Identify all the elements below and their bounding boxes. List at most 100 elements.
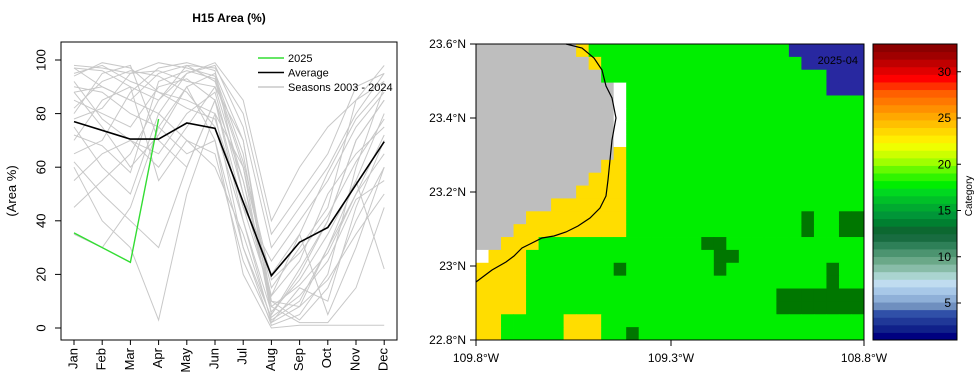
map-cell [526,44,539,58]
colorbar-band [873,233,957,242]
map-cell [563,327,577,341]
map-cell [638,275,652,289]
colorbar-band [873,226,957,235]
map-cell [588,275,602,289]
map-cell [826,82,840,96]
map-cell [701,69,715,84]
map-cell [788,185,802,199]
map-cell [738,56,752,71]
colorbar-band [873,248,957,258]
colorbar-band [873,97,957,106]
map-cell [701,134,715,148]
map-cell [838,95,852,109]
map-cell [838,69,852,84]
map-cell [488,224,502,238]
map-cell [788,121,802,135]
map-cell [763,172,777,186]
map-cell [676,108,690,122]
map-cell [601,146,615,161]
map-cell [551,146,565,161]
map-cell [588,249,602,264]
map-cell [813,185,827,199]
map-cell [713,185,727,199]
map-cell [726,121,740,135]
map-cell [638,121,652,135]
map-cell [688,314,702,328]
map-cell [551,121,565,135]
map-cell [751,262,765,277]
map-cell [838,301,852,315]
map-cell [501,262,514,277]
map-cell [563,44,577,58]
map-cell [501,288,514,302]
map-cell [801,95,815,109]
map-cell [651,288,665,302]
map-cell [526,159,539,174]
map-cell [651,249,665,264]
map-cell [676,69,690,84]
map-cell [488,275,502,289]
map-cells [476,44,865,341]
map-cell [776,172,790,186]
map-cell [776,262,790,277]
map-cell [676,185,690,199]
map-cell [488,211,502,225]
map-cell [476,95,489,109]
colorbar-band [873,302,957,311]
map-cell [688,56,702,71]
map-cell [601,198,615,212]
map-cell [476,288,489,302]
map-cell [551,249,565,264]
map-cell [551,211,565,225]
map-cell [788,134,802,148]
map-cell [751,211,765,225]
map-cell [551,262,565,277]
y-tick-label: 60 [33,160,48,174]
map-cell [626,159,640,174]
map-cell [563,249,577,264]
map-cell [476,172,489,186]
map-cell [488,146,502,161]
map-cell [588,108,602,122]
x-tick-label: Sep [291,348,306,371]
map-cell [776,301,790,315]
map-cell [751,288,765,302]
map-cell [513,249,527,264]
map-cell [738,134,752,148]
map-cell [576,134,590,148]
map-cell [601,288,615,302]
map-cell [688,198,702,212]
map-cell [676,275,690,289]
season-line-0 [73,64,385,316]
map-cell [526,198,539,212]
season-line-3 [73,62,385,316]
x-tick-label: Feb [94,348,109,370]
map-cell [563,224,577,238]
colorbar-band [873,119,957,128]
map-cell [551,288,565,302]
map-cell [651,237,665,251]
map-cell [551,108,565,122]
map-cell [651,185,665,199]
map-cell [563,121,577,135]
map-cell [513,56,527,71]
map-cell [751,327,765,341]
map-cell [651,44,665,58]
colorbar-band [873,142,957,151]
map-cell [663,198,677,212]
map-cell [763,159,777,174]
season-line-1 [73,72,385,308]
map-cell [688,224,702,238]
map-cell [563,134,577,148]
map-cell [676,327,690,341]
map-cell [601,185,615,199]
plot-frame [60,41,398,341]
map-cell [476,82,489,96]
map-cell [763,185,777,199]
map-cell [526,95,539,109]
map-cell [826,56,840,71]
map-cell [576,288,590,302]
coastline [475,43,617,283]
map-cell [563,185,577,199]
map-cell [851,275,865,289]
